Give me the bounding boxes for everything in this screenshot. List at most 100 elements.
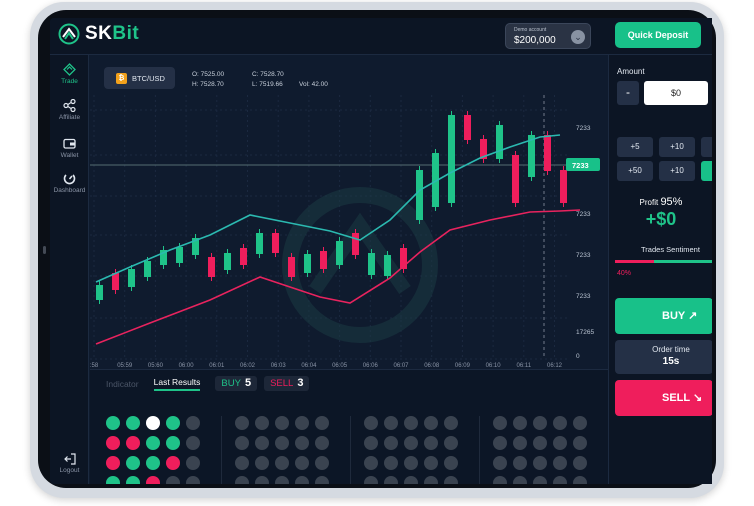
time-tick-label: 05:60 [148,363,164,369]
sentiment-bar [615,260,712,263]
result-dot [275,456,289,470]
amount-decrease-button[interactable]: - [617,81,639,105]
tab-indicator[interactable]: Indicator [106,378,139,389]
result-dot [533,416,547,430]
quick-amount-button[interactable]: +50 [617,161,653,181]
quick-amount-button[interactable]: + [701,137,712,157]
bitcoin-icon: ₿ [116,72,127,84]
result-dot [444,416,458,430]
result-dot [166,476,180,484]
result-dot [295,436,309,450]
share-icon [63,99,76,112]
result-dot [315,416,329,430]
tab-last-results[interactable]: Last Results [153,377,201,391]
result-dot [106,476,120,484]
buy-button[interactable]: BUY ↗ [615,298,712,334]
result-dot [553,436,567,450]
result-dot [106,416,120,430]
price-tick-label: 7233 [576,293,591,300]
result-dot [235,456,249,470]
trade-icon [63,63,76,76]
sidebar-item-trade[interactable]: Trade [50,63,89,85]
profit-percent: 95% [660,196,683,208]
result-dot [404,476,418,484]
amount-input[interactable]: $0 [644,81,708,105]
result-dot [126,476,140,484]
time-tick-label: 06:06 [363,363,379,369]
result-dot [573,416,587,430]
time-tick-label: 05:59 [117,363,133,369]
candle [96,285,103,300]
candle [192,238,199,255]
brand-name: SKBit [85,23,140,44]
result-dot [126,436,140,450]
result-dot [424,436,438,450]
quick-deposit-button[interactable]: Quick Deposit [615,22,701,48]
candle [480,139,487,159]
sidebar-item-affiliate[interactable]: Affiliate [50,99,89,121]
sidebar-item-label: Dashboard [53,187,86,194]
result-dot [186,476,200,484]
brand-logo[interactable]: SKBit [58,23,139,45]
price-chart[interactable]: 723372337233723372331726507233:5805:5905… [90,55,608,369]
price-tick-label: 17265 [576,329,594,336]
sidebar-item-label: Wallet [60,152,79,159]
time-tick-label: 06:10 [486,363,502,369]
sell-button[interactable]: SELL ↘ [615,380,712,416]
candle [384,255,391,276]
logo-icon [58,23,80,45]
result-dot [404,456,418,470]
trade-panel: Amount - $0 +5 +10 + +50 +10 Profit 95% … [608,55,712,484]
result-dot [106,456,120,470]
quick-amount-button[interactable]: +10 [659,137,695,157]
result-dot [364,456,378,470]
candle [304,254,311,273]
candle [448,115,455,203]
result-dot [493,436,507,450]
result-dot [166,436,180,450]
quick-amount-button[interactable]: +5 [617,137,653,157]
ohlc-open: O: 7525.00 [192,71,225,78]
demo-account-selector[interactable]: Demo account $200,000 ⌄ [505,23,591,49]
ma-fast-line [95,134,561,283]
result-dot [493,416,507,430]
result-dot [186,436,200,450]
price-tick-label: 7233 [576,125,591,132]
results-panel: Indicator Last Results BUY 5 SELL 3 [90,369,608,484]
current-price-label: 7233 [572,161,589,170]
result-dot [553,416,567,430]
sidebar-item-wallet[interactable]: Wallet [50,137,89,159]
quick-amount-button[interactable]: +10 [659,161,695,181]
result-dot [444,476,458,484]
candle [560,170,567,203]
ohlc-volume: Vol: 42.00 [299,81,328,88]
sidebar-item-dashboard[interactable]: Dashboard [50,172,89,194]
result-dot [573,476,587,484]
price-tick-label: 0 [576,353,580,360]
quick-amount-button[interactable] [701,161,712,181]
result-dot [315,476,329,484]
candle [256,233,263,254]
result-dot [315,436,329,450]
result-dot [493,476,507,484]
order-time[interactable]: Order time 15s [615,340,712,374]
candle [416,170,423,220]
demo-balance: $200,000 [514,35,556,46]
ohlc-low: L: 7519.66 [252,81,283,88]
result-dot [384,416,398,430]
profit-value: +$0 [645,209,677,229]
candle [352,233,359,255]
result-dot [493,456,507,470]
result-dot [384,476,398,484]
candle [112,273,119,290]
sentiment-sell-fill [615,260,655,263]
price-tick-label: 7233 [576,211,591,218]
result-dot [255,436,269,450]
pair-label: BTC/USD [132,73,165,83]
logout-button[interactable]: Logout [50,453,89,474]
result-dot [444,456,458,470]
candle [272,233,279,253]
grid-divider [221,416,222,484]
pair-selector[interactable]: ₿ BTC/USD [104,67,175,89]
result-dot [255,476,269,484]
